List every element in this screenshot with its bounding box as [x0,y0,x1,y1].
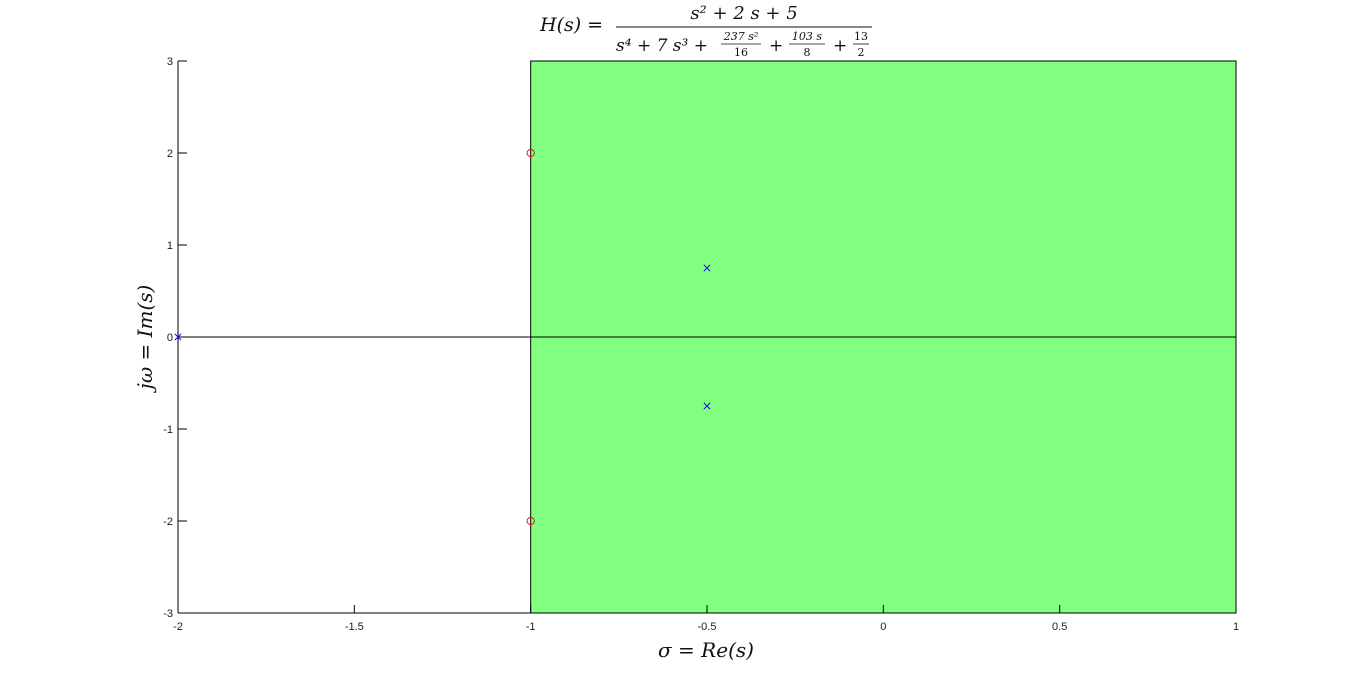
x-ticks: -2 -1.5 -1 -0.5 0 0.5 1 [173,605,1239,633]
x-tick-label: 0 [880,621,886,633]
chart-title: H(s) = s² + 2 s + 5 s⁴ + 7 s³ + 237 s² 1… [539,3,872,59]
x-tick-label: -2 [173,621,183,633]
y-tick-label: -2 [163,516,173,528]
title-fraction-1-denominator: 16 [734,46,748,59]
x-tick-label: -0.5 [698,621,717,633]
title-fraction-1-numerator: 237 s² [723,30,759,43]
title-denominator-term: s⁴ + 7 s³ + [616,36,708,56]
y-tick-label: 3 [167,56,173,68]
y-ticks: -3 -2 -1 0 1 2 3 [163,56,187,620]
title-plus-2: + [833,36,847,56]
poles-series [174,264,711,410]
title-lhs: H(s) = [539,14,603,36]
y-tick-label: -3 [163,608,173,620]
pole-marker [174,333,182,341]
zeros-series [526,148,535,526]
title-fraction-2-denominator: 8 [804,46,811,59]
pole-marker [703,402,711,410]
x-tick-label: -1 [526,621,536,633]
x-axis-label: σ = Re(s) [658,638,754,662]
title-fraction-2-numerator: 103 s [792,30,822,43]
y-tick-label: 0 [167,332,173,344]
x-tick-label: 1 [1233,621,1239,633]
y-tick-label: 1 [167,240,173,252]
x-tick-label: 0.5 [1052,621,1067,633]
zero-marker [526,516,535,526]
x-tick-label: -1.5 [345,621,364,633]
y-axis-label: jω = Im(s) [133,285,157,394]
y-tick-label: -1 [163,424,173,436]
pole-marker [703,264,711,272]
zero-marker [526,148,535,158]
title-fraction-3-denominator: 2 [858,46,865,59]
y-tick-label: 2 [167,148,173,160]
title-plus-1: + [769,36,783,56]
title-numerator: s² + 2 s + 5 [690,3,797,24]
title-fraction-3-numerator: 13 [854,30,868,43]
